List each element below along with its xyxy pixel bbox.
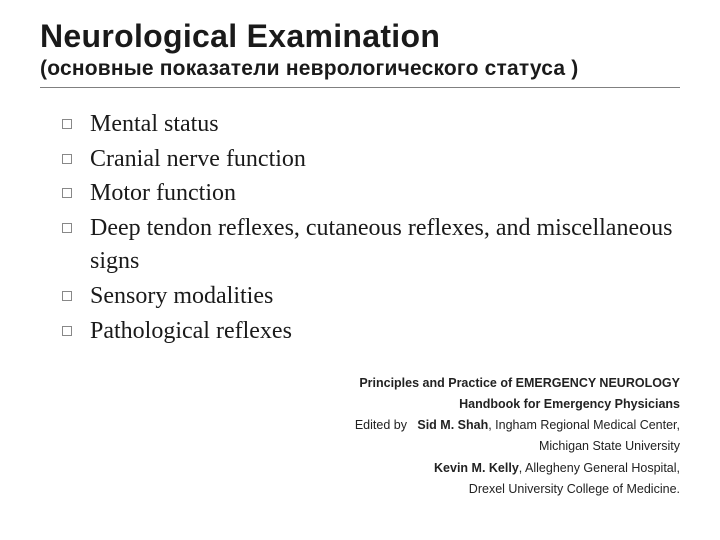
list-item: Sensory modalities (62, 280, 680, 314)
list-item: Motor function (62, 177, 680, 211)
list-item-label: Deep tendon reflexes, cutaneous reflexes… (90, 215, 672, 275)
credits-line: Kevin M. Kelly, Allegheny General Hospit… (120, 458, 680, 479)
list-item: Mental status (62, 108, 680, 142)
credits-line: Michigan State University (120, 436, 680, 457)
slide-subtitle: (основные показатели неврологического ст… (40, 57, 680, 81)
slide-root: Neurological Examination (основные показ… (0, 0, 720, 540)
editor-name: Kevin M. Kelly (434, 461, 519, 475)
book-subtitle: Handbook for Emergency Physicians (459, 397, 680, 411)
list-item: Pathological reflexes (62, 315, 680, 349)
editor-name: Sid M. Shah (417, 418, 488, 432)
credits-line: Edited by Sid M. Shah, Ingham Regional M… (120, 415, 680, 436)
list-item-label: Cranial nerve function (90, 146, 306, 172)
list-item: Cranial nerve function (62, 143, 680, 177)
editor-affil: Michigan State University (539, 439, 680, 453)
list-item-label: Pathological reflexes (90, 318, 292, 344)
credits-line: Principles and Practice of EMERGENCY NEU… (120, 373, 680, 394)
list-item-label: Sensory modalities (90, 283, 273, 309)
bullet-list: Mental status Cranial nerve function Mot… (40, 108, 680, 348)
slide-title: Neurological Examination (40, 18, 680, 55)
editor-affil: Drexel University College of Medicine. (469, 482, 680, 496)
book-title: Principles and Practice of EMERGENCY NEU… (359, 376, 680, 390)
title-divider (40, 87, 680, 88)
list-item-label: Motor function (90, 180, 236, 206)
edited-by-label: Edited by (355, 418, 407, 432)
list-item-label: Mental status (90, 111, 219, 137)
editor-affil: , Allegheny General Hospital, (519, 461, 680, 475)
credits-block: Principles and Practice of EMERGENCY NEU… (120, 373, 680, 501)
credits-line: Handbook for Emergency Physicians (120, 394, 680, 415)
editor-affil: , Ingham Regional Medical Center, (488, 418, 680, 432)
credits-line: Drexel University College of Medicine. (120, 479, 680, 500)
list-item: Deep tendon reflexes, cutaneous reflexes… (62, 212, 680, 279)
